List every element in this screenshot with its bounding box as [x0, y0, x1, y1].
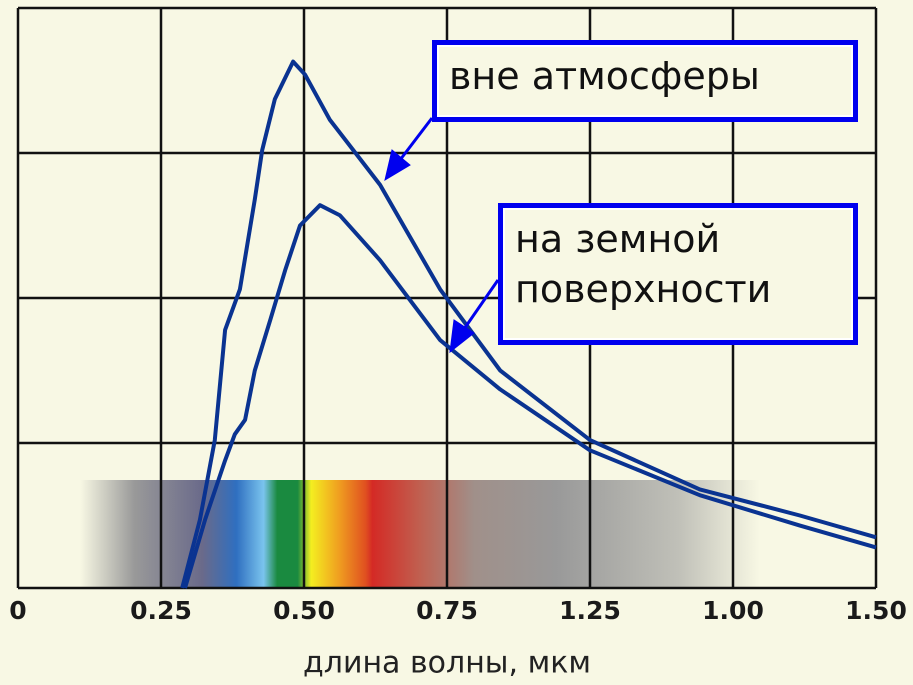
x-tick-label: 0: [9, 596, 26, 625]
x-tick-label: 0.75: [416, 596, 478, 625]
x-tick-label: 0.50: [273, 596, 335, 625]
x-tick-label: 1.00: [702, 596, 764, 625]
legend-label: на земной поверхности: [498, 203, 858, 345]
x-tick-label: 1.50: [845, 596, 907, 625]
arrow: [462, 280, 498, 332]
arrow-head: [450, 320, 474, 352]
x-axis-title: длина волны, мкм: [303, 646, 591, 681]
x-tick-label: 1.25: [559, 596, 621, 625]
x-tick-label: 0.25: [130, 596, 192, 625]
arrow-head: [385, 150, 410, 180]
spectrum-band: [80, 480, 760, 588]
chart: длина волны, мкм 0 0.25 0.50 0.75 1.25 1.00 1.…: [0, 0, 913, 685]
legend-label: вне атмосферы: [432, 40, 858, 122]
